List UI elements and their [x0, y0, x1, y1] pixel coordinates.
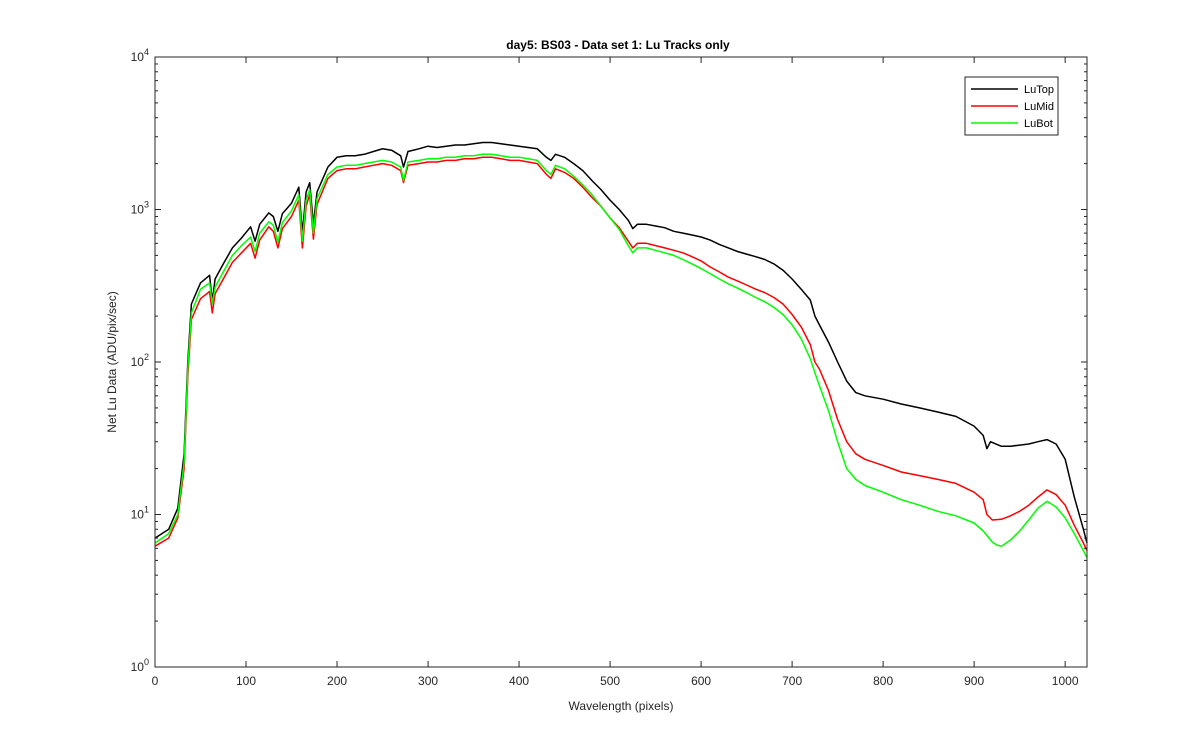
legend: LuTop LuMid LuBot [964, 76, 1059, 136]
legend-label-lutop: LuTop [1024, 84, 1054, 96]
legend-label-lubot: LuBot [1024, 118, 1053, 130]
y-axis-label: Net Lu Data (ADU/pix/sec) [105, 291, 119, 432]
x-tick-label: 800 [873, 674, 893, 688]
x-tick-label: 400 [509, 674, 529, 688]
x-tick-label: 500 [600, 674, 620, 688]
y-tick-label: 100 [131, 657, 149, 674]
y-axis: 100 101 102 103 104 [131, 47, 1087, 674]
x-tick-label: 700 [782, 674, 802, 688]
x-tick-label: 100 [236, 674, 256, 688]
x-tick-label: 900 [964, 674, 984, 688]
series-layer [154, 141, 1088, 559]
x-tick-label: 600 [691, 674, 711, 688]
x-tick-label: 300 [418, 674, 438, 688]
chart-title: day5: BS03 - Data set 1: Lu Tracks only [506, 38, 730, 52]
x-tick-label: 200 [327, 674, 347, 688]
series-line-lubot [154, 153, 1088, 559]
series-line-lumid [154, 156, 1088, 551]
y-tick-label: 104 [131, 47, 149, 64]
series-line-lutop [154, 141, 1088, 544]
y-tick-label: 102 [131, 352, 149, 369]
y-tick-label: 101 [131, 505, 149, 522]
x-tick-label: 1000 [1052, 674, 1079, 688]
x-axis-label: Wavelength (pixels) [569, 699, 674, 713]
x-tick-label: 0 [152, 674, 159, 688]
legend-label-lumid: LuMid [1024, 101, 1054, 113]
y-tick-label: 103 [131, 200, 149, 217]
x-axis: 0 100 200 300 400 500 600 700 800 900 1000 [152, 57, 1079, 688]
